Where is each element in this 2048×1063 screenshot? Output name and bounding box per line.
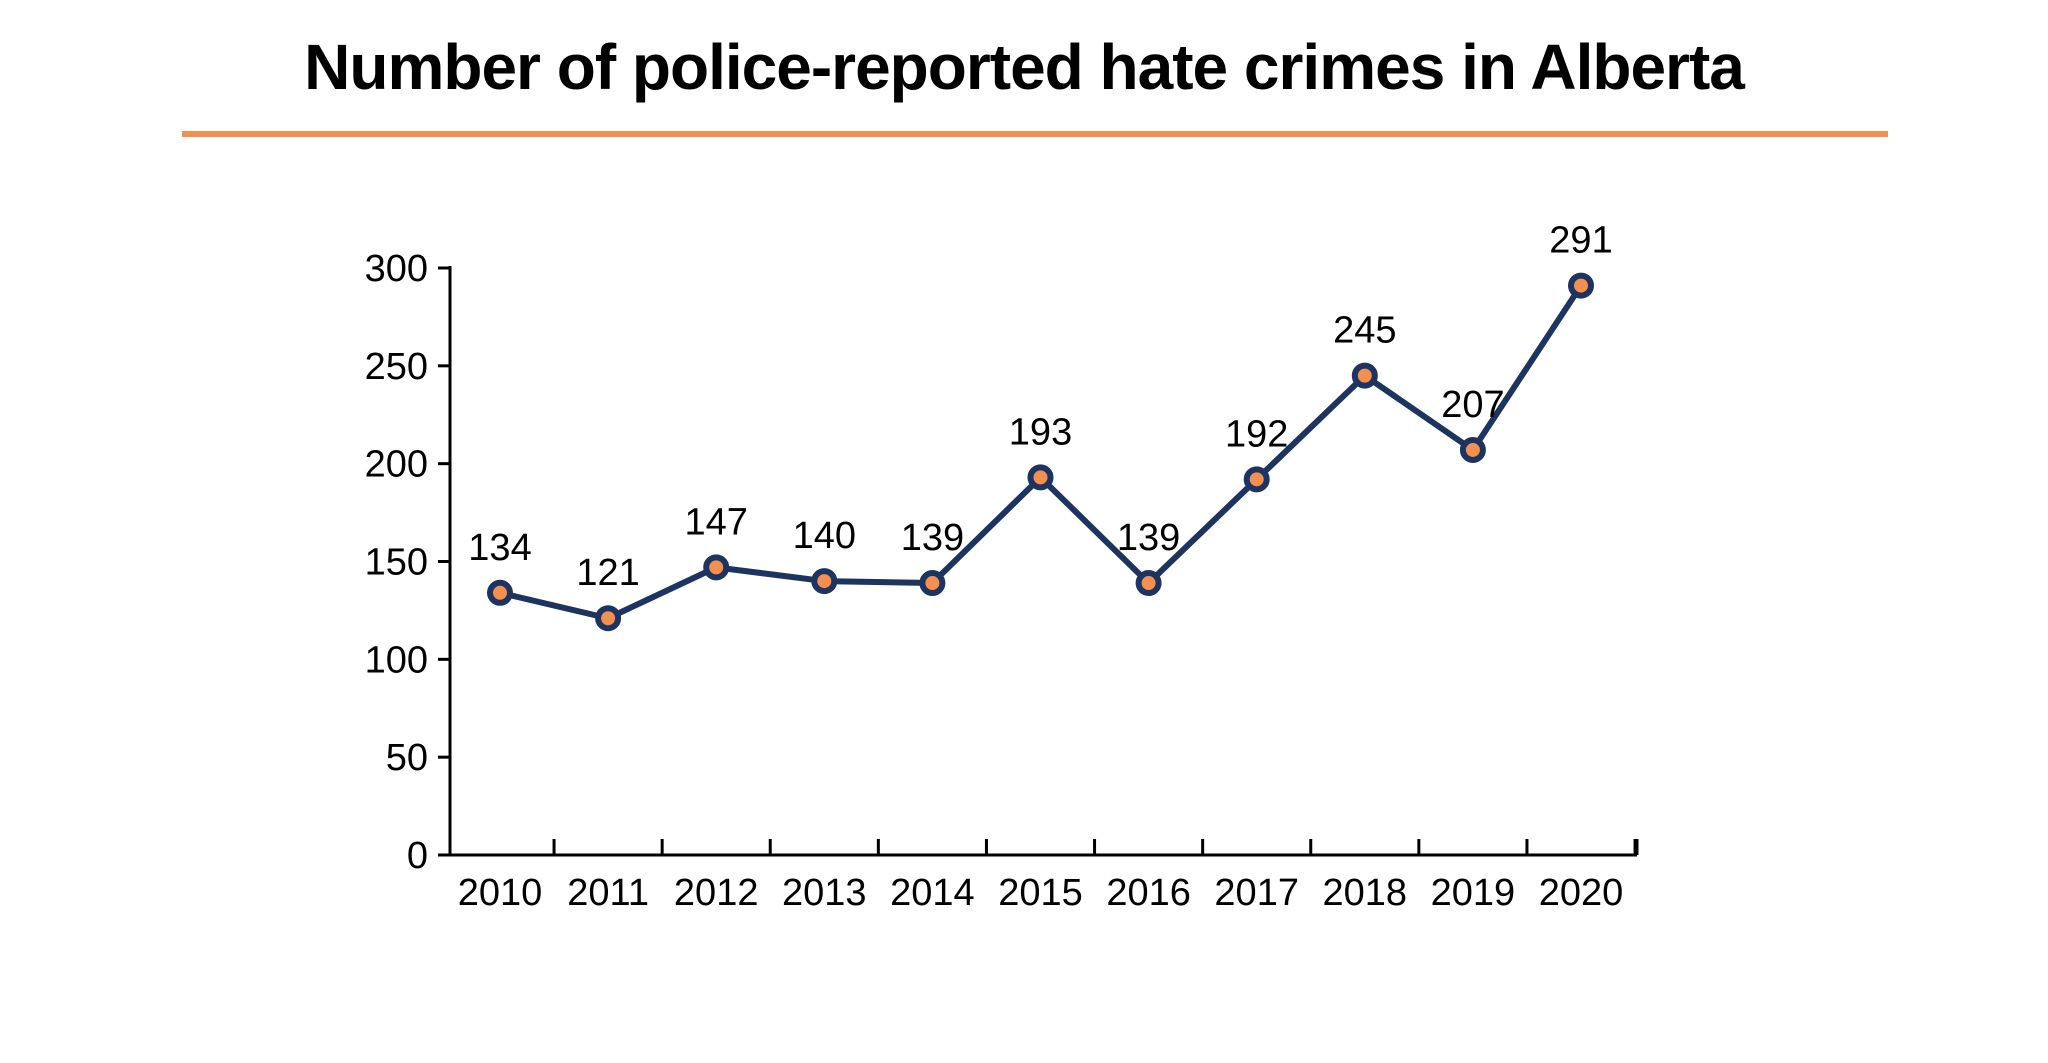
y-axis-ticks: 0 50 100 150 200 250 300 [365,248,450,877]
data-point [1459,436,1486,463]
data-labels: 134 121 147 140 139 193 139 192 245 207 291 [468,220,1612,595]
data-label: 147 [684,501,747,543]
data-label: 140 [793,515,856,557]
x-tick-label: 2011 [567,872,649,914]
data-label: 207 [1441,384,1504,426]
x-tick-label: 2018 [1323,872,1408,914]
y-tick-label: 200 [365,444,428,486]
x-tick-label: 2016 [1106,872,1191,914]
y-tick-label: 250 [365,346,428,388]
data-point [1568,272,1594,299]
y-tick-label: 150 [365,542,428,584]
x-tick-label: 2010 [458,872,543,914]
data-label: 134 [468,527,531,569]
x-axis-ticks: 2010 2011 2012 2013 2014 2015 2016 2017 2018 2019… [458,839,1639,914]
data-label: 245 [1333,310,1396,352]
data-point [1243,466,1270,493]
data-point [919,570,946,597]
y-tick-label: 0 [407,835,428,877]
x-tick-label: 2019 [1431,872,1516,914]
data-point [703,554,730,581]
x-tick-label: 2015 [998,872,1083,914]
data-label: 121 [576,552,639,594]
x-tick-label: 2014 [890,872,975,914]
data-label: 291 [1549,220,1612,262]
data-label: 139 [901,517,964,559]
y-tick-label: 100 [365,639,428,681]
data-point [811,568,838,595]
x-tick-label: 2017 [1214,872,1299,914]
data-point [1135,570,1162,597]
data-point [487,579,513,606]
x-tick-label: 2020 [1539,872,1624,914]
x-tick-label: 2013 [782,872,867,914]
data-label: 139 [1117,517,1180,559]
data-point [1351,362,1378,389]
x-tick-label: 2012 [674,872,759,914]
data-point [1027,464,1054,491]
data-point [595,605,622,632]
chart-title: Number of police-reported hate crimes in… [304,31,1745,103]
y-tick-label: 50 [386,737,428,779]
data-label: 193 [1009,411,1072,453]
data-label: 192 [1225,413,1288,455]
y-tick-label: 300 [365,248,428,290]
data-series [487,272,1594,632]
